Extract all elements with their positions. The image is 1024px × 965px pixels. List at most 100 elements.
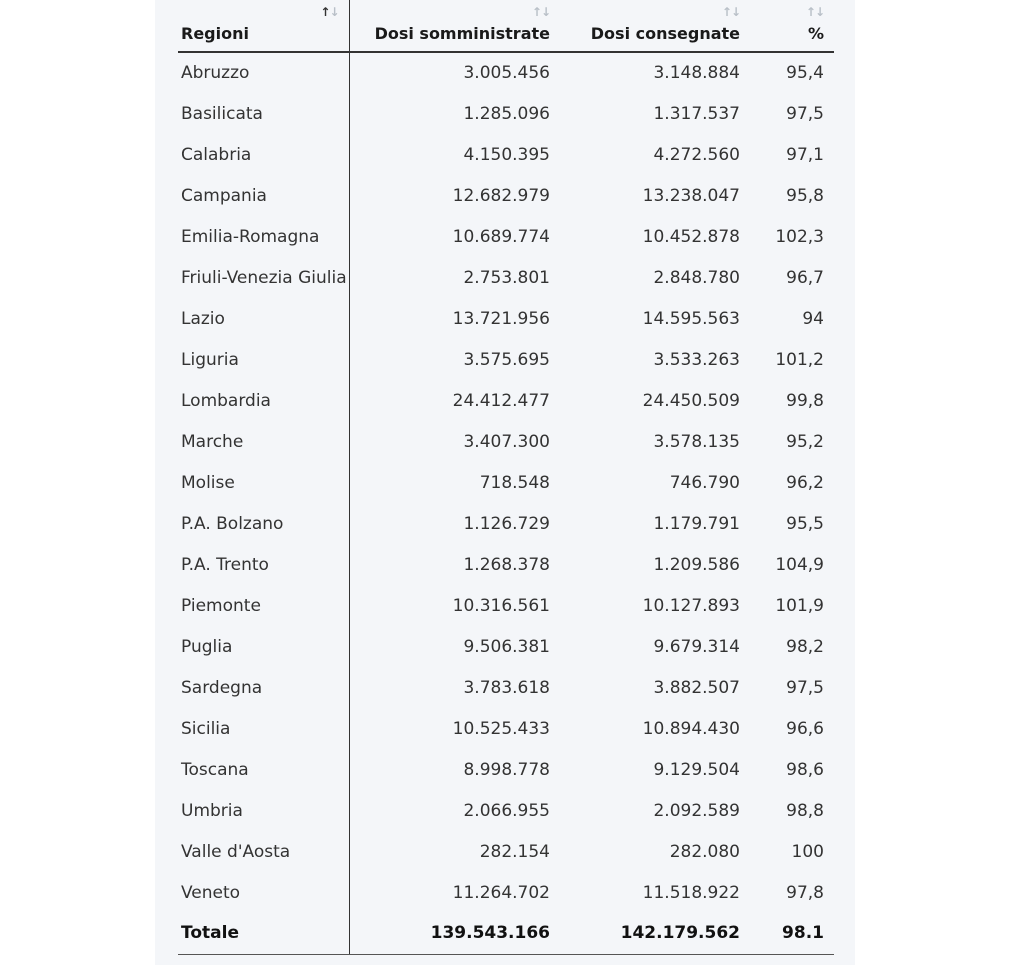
region-cell: Liguria: [178, 339, 350, 380]
delivered-cell: 282.080: [669, 841, 740, 862]
table-row: Sardegna 3.783.618 3.882.507 97,5: [178, 667, 834, 708]
sort-arrows-icon[interactable]: ↑↓: [531, 5, 551, 19]
sort-arrows-icon[interactable]: ↑↓: [721, 5, 741, 19]
percent-cell: 101,2: [775, 349, 824, 370]
total-row: Totale 139.543.166 142.179.562 98.1: [178, 913, 834, 955]
column-header-dosi-consegnate[interactable]: ↑↓ Dosi consegnate: [560, 0, 750, 53]
administered-cell: 10.316.561: [452, 595, 550, 616]
delivered-cell: 1.179.791: [653, 513, 740, 534]
total-administered: 139.543.166: [349, 913, 560, 955]
administered-cell: 3.783.618: [463, 677, 550, 698]
percent-cell: 97,5: [786, 677, 824, 698]
administered-cell: 3.005.456: [463, 63, 550, 83]
percent-cell: 97,1: [786, 144, 824, 165]
region-cell: Basilicata: [178, 93, 350, 134]
administered-cell: 1.268.378: [463, 554, 550, 575]
sort-arrows-icon[interactable]: ↑↓: [320, 5, 339, 19]
administered-cell: 13.721.956: [452, 308, 550, 329]
region-cell: Molise: [178, 462, 350, 503]
percent-cell: 96,2: [786, 472, 824, 493]
percent-cell: 96,7: [786, 267, 824, 288]
region-cell: Sardegna: [178, 667, 350, 708]
region-cell: Piemonte: [178, 585, 350, 626]
table-header-row: ↑↓ Regioni ↑↓ Dosi somministrate ↑↓ Dosi…: [178, 0, 834, 53]
percent-cell: 97,8: [786, 882, 824, 903]
table-row: P.A. Bolzano 1.126.729 1.179.791 95,5: [178, 503, 834, 544]
delivered-cell: 1.317.537: [653, 103, 740, 124]
column-header-dosi-somministrate[interactable]: ↑↓ Dosi somministrate: [349, 0, 560, 53]
region-cell: Puglia: [178, 626, 350, 667]
delivered-cell: 1.209.586: [653, 554, 740, 575]
percent-cell: 96,6: [786, 718, 824, 739]
percent-cell: 95,8: [786, 185, 824, 206]
percent-cell: 95,5: [786, 513, 824, 534]
delivered-cell: 3.533.263: [653, 349, 740, 370]
percent-cell: 99,8: [786, 390, 824, 411]
region-cell: Friuli-Venezia Giulia: [178, 257, 350, 298]
administered-cell: 10.525.433: [452, 718, 550, 739]
column-header-label: %: [807, 24, 824, 43]
delivered-cell: 9.129.504: [653, 759, 740, 780]
delivered-cell: 10.452.878: [642, 226, 740, 247]
percent-cell: 95,2: [786, 431, 824, 452]
region-cell: Campania: [178, 175, 350, 216]
table-row: Molise 718.548 746.790 96,2: [178, 462, 834, 503]
administered-cell: 9.506.381: [463, 636, 550, 657]
region-cell: Lombardia: [178, 380, 350, 421]
percent-cell: 98,2: [786, 636, 824, 657]
column-header-label: Dosi somministrate: [374, 24, 550, 43]
region-cell: Lazio: [178, 298, 350, 339]
administered-cell: 2.753.801: [463, 267, 550, 288]
administered-cell: 8.998.778: [463, 759, 550, 780]
region-cell: Marche: [178, 421, 350, 462]
percent-cell: 100: [791, 841, 824, 862]
delivered-cell: 10.127.893: [642, 595, 740, 616]
delivered-cell: 3.882.507: [653, 677, 740, 698]
region-cell: Toscana: [178, 749, 350, 790]
total-percent: 98.1: [750, 913, 834, 955]
table-row: Emilia-Romagna 10.689.774 10.452.878 102,3: [178, 216, 834, 257]
percent-cell: 94: [802, 308, 824, 329]
percent-cell: 97,5: [786, 103, 824, 124]
table-row: Veneto 11.264.702 11.518.922 97,8: [178, 872, 834, 913]
table-row: Umbria 2.066.955 2.092.589 98,8: [178, 790, 834, 831]
administered-cell: 3.407.300: [463, 431, 550, 452]
table-row: Basilicata 1.285.096 1.317.537 97,5: [178, 93, 834, 134]
delivered-cell: 2.848.780: [653, 267, 740, 288]
administered-cell: 24.412.477: [452, 390, 550, 411]
delivered-cell: 9.679.314: [653, 636, 740, 657]
percent-cell: 98,6: [786, 759, 824, 780]
table-row: Campania 12.682.979 13.238.047 95,8: [178, 175, 834, 216]
table-row: Abruzzo 3.005.456 3.148.884 95,4: [178, 52, 834, 93]
percent-cell: 104,9: [775, 554, 824, 575]
region-cell: P.A. Trento: [178, 544, 350, 585]
table-row: Calabria 4.150.395 4.272.560 97,1: [178, 134, 834, 175]
column-header-label: Regioni: [181, 24, 249, 43]
delivered-cell: 4.272.560: [653, 144, 740, 165]
delivered-cell: 11.518.922: [642, 882, 740, 903]
region-cell: Emilia-Romagna: [178, 216, 350, 257]
delivered-cell: 3.148.884: [653, 63, 740, 83]
column-header-regioni[interactable]: ↑↓ Regioni: [178, 0, 350, 53]
region-cell: Sicilia: [178, 708, 350, 749]
table-row: Toscana 8.998.778 9.129.504 98,6: [178, 749, 834, 790]
table-row: P.A. Trento 1.268.378 1.209.586 104,9: [178, 544, 834, 585]
administered-cell: 11.264.702: [452, 882, 550, 903]
delivered-cell: 3.578.135: [653, 431, 740, 452]
sort-arrows-icon[interactable]: ↑↓: [805, 5, 825, 19]
administered-cell: 1.285.096: [463, 103, 550, 124]
administered-cell: 2.066.955: [463, 800, 550, 821]
vaccine-doses-table: ↑↓ Regioni ↑↓ Dosi somministrate ↑↓ Dosi…: [178, 0, 834, 955]
administered-cell: 282.154: [479, 841, 550, 862]
column-header-percent[interactable]: ↑↓ %: [750, 0, 834, 53]
table-row: Valle d'Aosta 282.154 282.080 100: [178, 831, 834, 872]
region-cell: Valle d'Aosta: [178, 831, 350, 872]
region-cell: Calabria: [178, 134, 350, 175]
delivered-cell: 24.450.509: [642, 390, 740, 411]
administered-cell: 10.689.774: [452, 226, 550, 247]
region-cell: Umbria: [178, 790, 350, 831]
total-delivered: 142.179.562: [560, 913, 750, 955]
administered-cell: 1.126.729: [463, 513, 550, 534]
table-row: Friuli-Venezia Giulia 2.753.801 2.848.780 9…: [178, 257, 834, 298]
percent-cell: 101,9: [775, 595, 824, 616]
